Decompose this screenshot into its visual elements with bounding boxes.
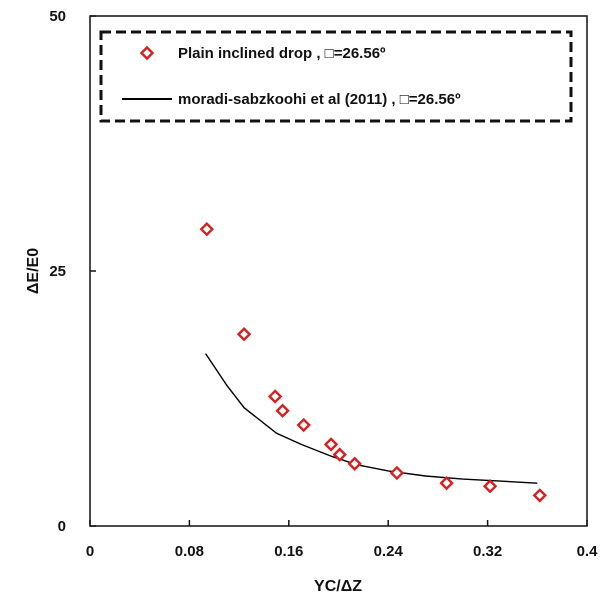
y-tick-label: 50 [49, 8, 66, 25]
x-tick-label: 0.16 [274, 543, 303, 560]
data-point-plain-inclined-drop [296, 417, 311, 433]
y-axis-title: ΔE/E0 [25, 248, 42, 294]
legend-box [99, 30, 573, 123]
legend-label-moradi-sabzkoohi: moradi-sabzkoohi et al (2011) , □=26.56º [178, 91, 461, 108]
data-point-plain-inclined-drop [439, 475, 454, 491]
x-tick-label: 0 [86, 543, 94, 560]
y-tick-label: 25 [49, 263, 66, 280]
x-tick-label: 0.32 [473, 543, 502, 560]
x-axis-title: YC/ΔZ [314, 578, 362, 595]
data-point-plain-inclined-drop [532, 488, 547, 503]
data-point-plain-inclined-drop [236, 327, 252, 342]
x-tick-label: 0.24 [374, 543, 404, 560]
data-point-plain-inclined-drop [482, 479, 498, 494]
y-tick-label: 0 [58, 518, 66, 535]
series-layer [199, 221, 547, 503]
legend-marker-diamond [139, 45, 155, 61]
x-tick-label: 0.4 [577, 543, 599, 560]
legend: Plain inclined drop , □=26.56º moradi-sa… [99, 30, 573, 123]
data-point-plain-inclined-drop [347, 456, 362, 471]
data-point-plain-inclined-drop [275, 403, 290, 418]
data-point-plain-inclined-drop [332, 447, 347, 462]
data-point-plain-inclined-drop [199, 221, 214, 237]
legend-marker-diamond-shape [139, 45, 155, 61]
x-tick-label: 0.08 [175, 543, 204, 560]
series-line-moradi-sabzkoohi [205, 353, 538, 484]
x-axis: 0 0.08 0.16 0.24 0.32 0.4 [86, 520, 598, 560]
data-point-plain-inclined-drop [267, 389, 283, 404]
data-point-plain-inclined-drop [323, 437, 339, 452]
legend-label-plain-inclined-drop: Plain inclined drop , □=26.56º [178, 45, 386, 62]
data-point-plain-inclined-drop [389, 465, 405, 481]
y-axis: 0 25 50 [49, 8, 96, 535]
